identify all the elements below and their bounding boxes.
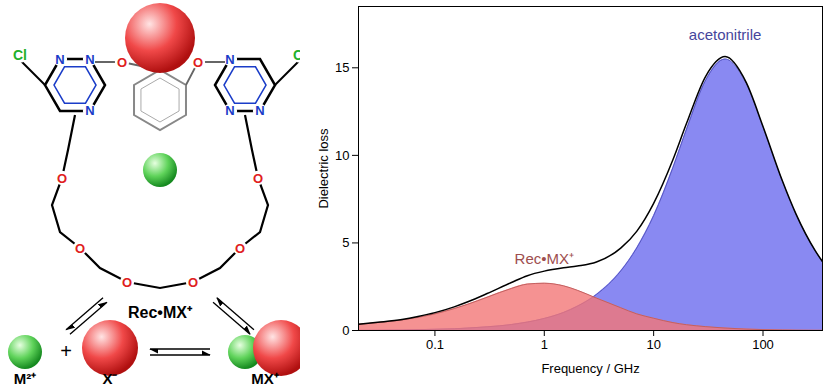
svg-text:O: O — [193, 55, 203, 70]
svg-text:100: 100 — [752, 337, 774, 352]
svg-text:O: O — [235, 241, 245, 256]
svg-text:O: O — [122, 275, 132, 290]
svg-text:N: N — [55, 52, 64, 67]
svg-text:N: N — [255, 103, 264, 118]
svg-text:N: N — [85, 103, 94, 118]
svg-text:O: O — [75, 241, 85, 256]
svg-text:Cl: Cl — [13, 47, 27, 63]
svg-text:0.1: 0.1 — [426, 337, 444, 352]
svg-text:O: O — [253, 171, 263, 186]
svg-text:Dielectric loss: Dielectric loss — [316, 128, 331, 209]
svg-text:10: 10 — [646, 337, 660, 352]
svg-text:+: + — [60, 340, 72, 362]
svg-text:Rec•MX⁺: Rec•MX⁺ — [515, 250, 574, 267]
svg-text:5: 5 — [342, 235, 349, 250]
svg-text:N: N — [85, 52, 94, 67]
svg-text:15: 15 — [335, 60, 349, 75]
svg-text:N: N — [225, 103, 234, 118]
svg-text:O: O — [117, 55, 127, 70]
svg-text:X⁻: X⁻ — [102, 370, 117, 387]
svg-text:MX⁺: MX⁺ — [251, 370, 279, 387]
svg-text:O: O — [57, 171, 67, 186]
svg-text:10: 10 — [335, 148, 349, 163]
svg-text:0: 0 — [342, 323, 349, 338]
svg-text:Frequency / GHz: Frequency / GHz — [541, 361, 639, 376]
svg-text:O: O — [188, 275, 198, 290]
svg-text:Rec•MX⁺: Rec•MX⁺ — [128, 304, 193, 321]
svg-text:1: 1 — [541, 337, 548, 352]
svg-text:acetonitrile: acetonitrile — [689, 26, 762, 43]
svg-text:M²⁺: M²⁺ — [14, 370, 37, 387]
svg-text:N: N — [225, 52, 234, 67]
